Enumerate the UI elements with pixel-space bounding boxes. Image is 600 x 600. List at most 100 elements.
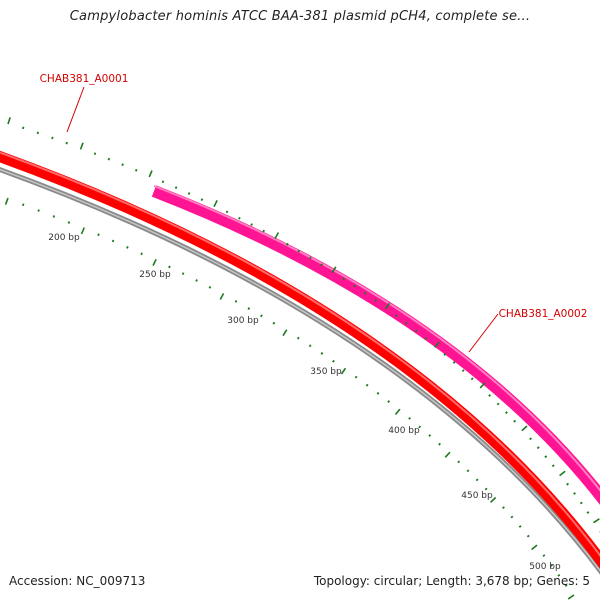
outer-ruler-minor-tick: [320, 263, 323, 267]
outer-ruler-minor-tick: [529, 437, 532, 441]
inner-ruler-minor-tick: [247, 307, 251, 310]
inner-ruler-minor-tick: [111, 239, 115, 243]
outer-ruler-major-tick: [274, 232, 280, 239]
outer-ruler-minor-tick: [461, 369, 465, 373]
inner-ruler-minor-tick: [518, 525, 522, 528]
inner-ruler-minor-tick: [365, 383, 369, 387]
outer-ruler-minor-tick: [187, 192, 191, 195]
ruler-label-250: 250 bp: [139, 270, 171, 280]
outer-ruler-minor-tick: [536, 446, 540, 450]
outer-ruler-minor-tick: [363, 291, 367, 295]
outer-ruler-major-tick: [559, 470, 566, 477]
gene-feature-chab381-a0002[interactable]: [151, 185, 600, 508]
outer-ruler-major-tick: [593, 518, 600, 524]
inner-ruler-minor-tick: [475, 478, 479, 482]
inner-ruler-minor-tick: [168, 265, 171, 269]
inner-ruler-minor-tick: [260, 314, 263, 318]
gene-label-chab381-a0002[interactable]: CHAB381_A0002: [499, 308, 588, 320]
gene-label-chab381-a0001[interactable]: CHAB381_A0001: [40, 73, 129, 85]
inner-ruler-minor-tick: [526, 534, 530, 538]
inner-ruler-minor-tick: [438, 442, 441, 446]
outer-ruler-minor-tick: [250, 223, 253, 227]
outer-ruler-major-tick: [384, 302, 391, 310]
outer-ruler-minor-tick: [586, 511, 590, 514]
inner-ruler-minor-tick: [272, 321, 276, 325]
inner-ruler-major-tick: [219, 292, 225, 300]
outer-ruler-major-tick: [7, 117, 11, 125]
ruler-label-450: 450 bp: [461, 491, 493, 501]
inner-ruler-minor-tick: [510, 515, 514, 519]
outer-ruler-minor-tick: [573, 492, 576, 495]
outer-ruler-minor-tick: [452, 361, 456, 364]
outer-ruler-minor-tick: [200, 198, 204, 201]
inner-ruler-major-tick: [531, 544, 538, 551]
outer-ruler-minor-tick: [404, 321, 408, 325]
outer-ruler-minor-tick: [505, 411, 508, 414]
inner-ruler-minor-tick: [550, 564, 553, 567]
inner-ruler-minor-tick: [466, 469, 470, 473]
outer-ruler-minor-tick: [443, 353, 447, 356]
ruler-ticks: [4, 117, 600, 600]
ruler-label-400: 400 bp: [388, 426, 420, 436]
outer-ruler-minor-tick: [374, 299, 378, 303]
outer-ruler-minor-tick: [394, 314, 398, 317]
inner-ruler-major-tick: [490, 496, 497, 503]
outer-ruler-minor-tick: [51, 136, 54, 140]
outer-ruler-minor-tick: [262, 229, 265, 233]
inner-ruler-minor-tick: [387, 400, 391, 404]
outer-ruler-minor-tick: [161, 180, 165, 184]
inner-ruler-minor-tick: [37, 209, 40, 212]
ruler-label-350: 350 bp: [310, 367, 342, 377]
topology-summary: Topology: circular; Length: 3,678 bp; Ge…: [313, 574, 590, 588]
outer-ruler-minor-tick: [93, 152, 97, 156]
inner-ruler-major-tick: [394, 408, 401, 416]
outer-ruler-minor-tick: [121, 163, 124, 167]
outer-ruler-major-tick: [148, 170, 153, 178]
inner-ruler-major-tick: [567, 594, 575, 600]
inner-ruler-minor-tick: [564, 584, 568, 587]
inner-ruler-minor-tick: [376, 391, 380, 395]
leader-line-chab381-a0002: [468, 313, 499, 353]
inner-ruler-minor-tick: [557, 574, 561, 577]
inner-ruler-minor-tick: [408, 416, 411, 420]
outer-ruler-minor-tick: [134, 168, 138, 172]
inner-ruler-minor-tick: [140, 252, 143, 256]
inner-ruler-minor-tick: [126, 245, 129, 249]
inner-ruler-minor-tick: [296, 336, 300, 340]
outer-ruler-minor-tick: [225, 210, 229, 214]
inner-ruler-minor-tick: [208, 285, 212, 289]
ruler-label-500: 500 bp: [529, 562, 561, 572]
ruler-label-300: 300 bp: [227, 316, 259, 326]
outer-ruler-minor-tick: [488, 394, 492, 397]
outer-ruler-major-tick: [331, 266, 337, 274]
backbone-circle-highlight: [0, 168, 600, 572]
outer-ruler-minor-tick: [424, 337, 428, 341]
inner-ruler-major-tick: [152, 258, 157, 266]
outer-ruler-major-tick: [434, 341, 440, 348]
outer-ruler-minor-tick: [579, 501, 583, 505]
outer-ruler-minor-tick: [238, 216, 241, 220]
inner-ruler-minor-tick: [67, 221, 71, 224]
gene-feature-chab381-a0001[interactable]: [0, 150, 600, 573]
ruler-label-200: 200 bp: [48, 233, 80, 243]
outer-ruler-minor-tick: [65, 141, 68, 145]
inner-ruler-minor-tick: [308, 344, 312, 348]
outer-ruler-major-tick: [79, 142, 84, 150]
accession-text: Accession: NC_009713: [9, 574, 146, 588]
inner-ruler-major-tick: [80, 227, 85, 235]
leader-line-chab381-a0001: [66, 86, 85, 133]
outer-ruler-minor-tick: [566, 482, 569, 486]
inner-ruler-major-tick: [340, 367, 347, 375]
inner-ruler-minor-tick: [484, 487, 488, 491]
inner-ruler-minor-tick: [21, 203, 25, 207]
outer-ruler-minor-tick: [308, 256, 312, 260]
outer-ruler-major-tick: [521, 425, 528, 432]
inner-ruler-major-tick: [444, 451, 451, 458]
backbone-circle: [0, 166, 600, 575]
outer-ruler-minor-tick: [353, 284, 356, 288]
outer-ruler-minor-tick: [496, 402, 500, 406]
outer-ruler-minor-tick: [414, 329, 418, 333]
outer-ruler-major-tick: [479, 382, 486, 389]
inner-ruler-minor-tick: [97, 233, 100, 237]
